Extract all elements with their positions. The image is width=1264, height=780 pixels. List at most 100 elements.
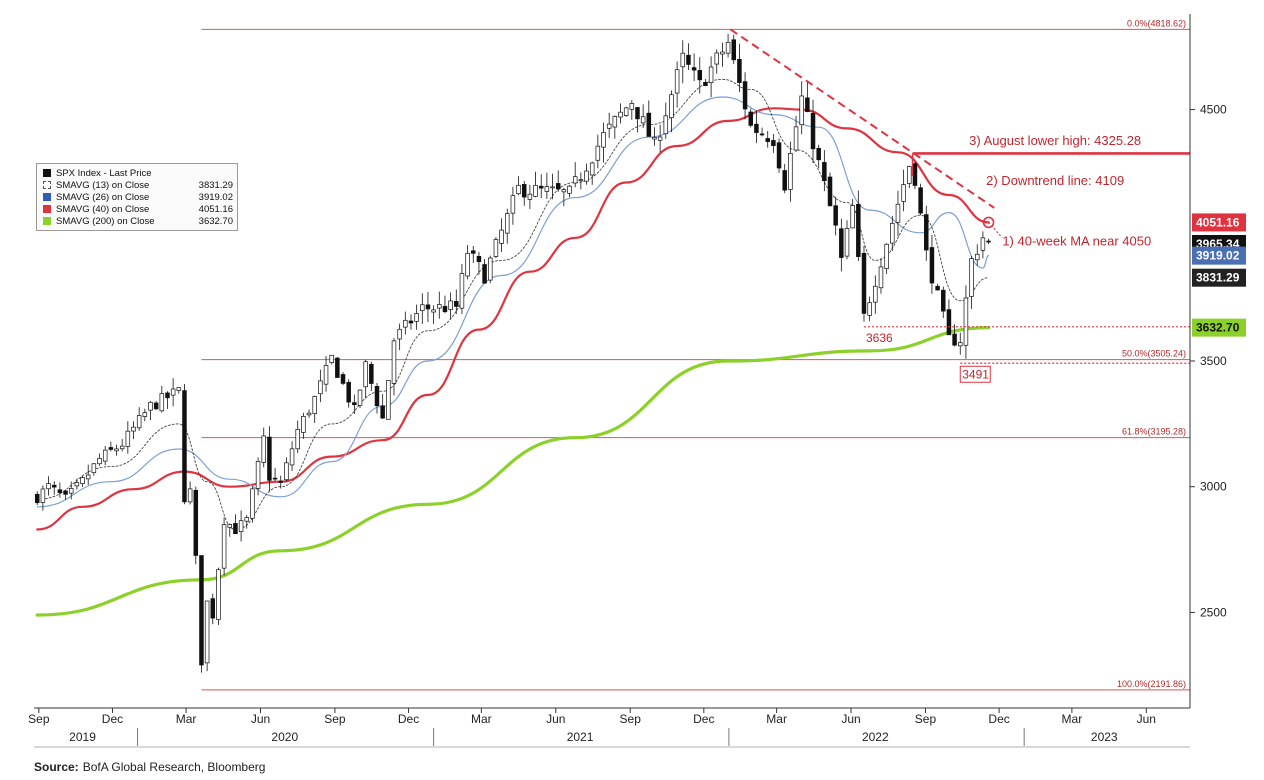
- candle-up: [159, 393, 165, 412]
- sma13-line: [36, 78, 990, 530]
- candle-up: [720, 51, 725, 55]
- candle-up: [289, 448, 295, 466]
- legend-value-sma13: 3831.29: [198, 179, 233, 191]
- candle-up: [465, 252, 470, 277]
- sma40-line: [36, 107, 990, 531]
- candle-down: [742, 81, 748, 110]
- candle-up: [578, 179, 584, 182]
- candle-down: [471, 250, 476, 254]
- candle-up: [176, 387, 182, 391]
- source-text: BofA Global Research, Bloomberg: [82, 760, 266, 774]
- x-year-label: 2019: [69, 730, 96, 744]
- candle-up: [793, 126, 799, 151]
- candle-down: [703, 81, 708, 86]
- candle-up: [221, 524, 227, 569]
- candle-up: [550, 186, 555, 189]
- fib-level-label: 0.0%(4818.62): [1127, 18, 1186, 28]
- candle-down: [521, 184, 527, 198]
- candle-down: [425, 304, 431, 310]
- candle-down: [771, 140, 776, 147]
- value-box-label: 3831.29: [1196, 271, 1240, 285]
- y-tick-label: 3000: [1200, 480, 1227, 494]
- candle-down: [199, 555, 204, 666]
- candle-down: [691, 67, 697, 71]
- value-box: [1192, 318, 1246, 337]
- candle-up: [572, 176, 578, 184]
- candle-up: [255, 461, 261, 489]
- fib-level-label: 100.0%(2191.86): [1117, 679, 1186, 689]
- candle-up: [527, 193, 533, 200]
- candle-down: [369, 363, 374, 384]
- candle-up: [799, 95, 804, 126]
- candle-up: [216, 569, 221, 620]
- candle-up: [958, 342, 963, 347]
- legend-value-sma40: 4051.16: [198, 203, 233, 215]
- low-label-box: [959, 365, 991, 383]
- candle-up: [510, 195, 516, 214]
- candle-down: [482, 264, 487, 284]
- sma40-layer: [36, 107, 990, 531]
- candle-up: [907, 166, 912, 184]
- annotation-overlays: 3636 3491 3) August lower high: 4325.28 2) …: [729, 28, 1190, 383]
- sma26-layer: [36, 96, 990, 508]
- candle-up: [397, 328, 402, 340]
- candle-up: [884, 243, 889, 269]
- legend-label-sma200: SMAVG (200) on Close: [56, 215, 155, 227]
- x-tick-label: Dec: [398, 712, 419, 726]
- candle-up: [618, 111, 623, 118]
- downtrend-line: [729, 28, 995, 209]
- candle-down: [278, 480, 283, 483]
- candlestick-series: [34, 33, 991, 673]
- candle-down: [748, 111, 753, 126]
- candle-up: [102, 449, 108, 462]
- candle-up: [533, 185, 538, 197]
- candle-up: [584, 170, 589, 182]
- candle-up: [850, 205, 855, 229]
- candle-up: [669, 94, 674, 119]
- x-tick-label: Sep: [324, 712, 346, 726]
- candle-up: [312, 396, 317, 414]
- candle-up: [187, 488, 193, 503]
- x-tick-label: Sep: [28, 712, 50, 726]
- fib-level-label: 61.8%(3195.28): [1122, 427, 1186, 437]
- candle-up: [227, 524, 233, 528]
- candle-up: [612, 116, 618, 128]
- legend-swatch-sma40: [43, 205, 51, 213]
- candle-up: [125, 430, 131, 447]
- candle-up: [318, 380, 323, 395]
- candle-down: [986, 240, 991, 243]
- candle-down: [538, 185, 544, 189]
- candle-down: [380, 405, 385, 419]
- low-label-3491: 3491: [962, 367, 989, 381]
- candle-down: [822, 162, 827, 182]
- candle-up: [708, 66, 714, 84]
- legend-swatch-sma200: [43, 217, 51, 225]
- value-box: [1192, 268, 1246, 287]
- candle-up: [114, 448, 119, 452]
- legend-row-sma26: SMAVG (26) on Close 3919.02: [43, 191, 233, 203]
- candle-down: [267, 436, 272, 481]
- value-box: [1192, 246, 1246, 265]
- x-tick-label: Mar: [766, 712, 787, 726]
- candle-up: [867, 302, 872, 316]
- candle-down: [929, 247, 935, 284]
- source-note: Source: BofA Global Research, Bloomberg: [34, 760, 265, 774]
- candle-down: [153, 402, 159, 410]
- candle-down: [51, 484, 57, 488]
- candle-up: [148, 401, 153, 411]
- legend-swatch-sma13: [43, 181, 51, 189]
- candle-down: [833, 205, 838, 226]
- candle-up: [40, 488, 46, 503]
- candle-up: [895, 203, 901, 223]
- candle-up: [357, 389, 363, 406]
- candle-up: [391, 340, 397, 384]
- candle-up: [431, 309, 436, 313]
- legend-swatch-price: [43, 169, 51, 177]
- candle-up: [844, 228, 850, 257]
- candle-up: [680, 52, 686, 68]
- annotation-1: 3) August lower high: 4325.28: [969, 133, 1141, 148]
- candle-up: [329, 354, 334, 364]
- candle-down: [839, 228, 844, 258]
- candle-down: [912, 163, 918, 186]
- x-tick-label: Mar: [1062, 712, 1083, 726]
